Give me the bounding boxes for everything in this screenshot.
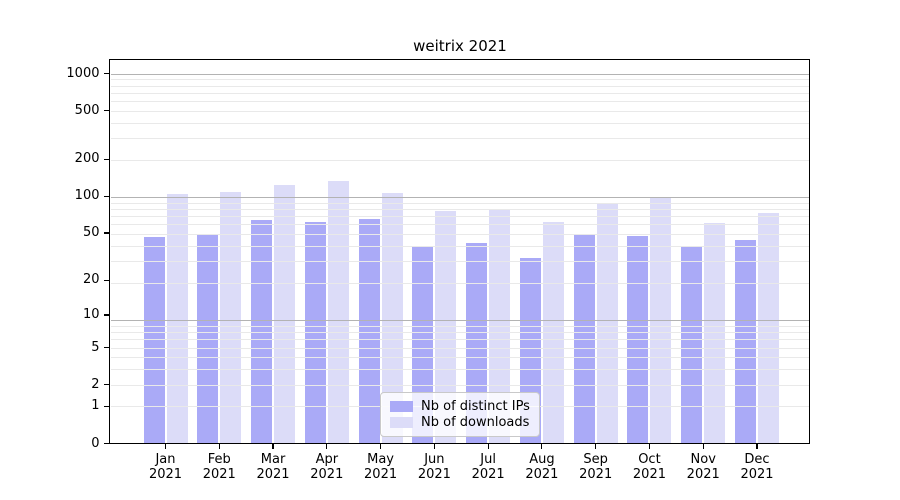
minor-gridline xyxy=(110,122,809,124)
x-tick-label-dec: Dec 2021 xyxy=(740,452,774,482)
bar-downloads-mar xyxy=(274,184,296,444)
x-axis-tick xyxy=(379,443,382,449)
y-axis-tick xyxy=(104,158,109,161)
minor-gridline xyxy=(110,384,809,386)
y-axis-tick xyxy=(104,442,109,445)
y-tick-label-50: 50 xyxy=(82,224,100,240)
x-axis-tick xyxy=(164,443,167,449)
y-axis-tick xyxy=(104,72,109,75)
y-axis-tick xyxy=(104,384,109,386)
minor-gridline xyxy=(110,325,809,327)
y-axis-tick xyxy=(104,314,109,316)
legend-item-distinct-ips: Nb of distinct IPs xyxy=(390,399,530,414)
bar-downloads-dec xyxy=(758,212,779,444)
y-axis-tick xyxy=(104,195,109,197)
bar-downloads-nov xyxy=(704,223,726,444)
y-tick-label-100: 100 xyxy=(74,188,100,204)
bar-distinct-ips-nov xyxy=(681,245,703,444)
legend: Nb of distinct IPs Nb of downloads xyxy=(380,392,540,437)
y-tick-label-1000: 1000 xyxy=(66,65,100,81)
minor-gridline xyxy=(110,202,809,204)
x-tick-label-oct: Oct 2021 xyxy=(632,452,666,482)
y-axis-tick xyxy=(104,405,109,407)
x-axis-tick xyxy=(487,443,489,449)
minor-gridline xyxy=(110,208,809,210)
x-axis-tick xyxy=(326,443,328,449)
minor-gridline xyxy=(110,245,809,247)
minor-gridline xyxy=(110,100,809,102)
chart-title: weitrix 2021 xyxy=(413,37,507,55)
minor-gridline xyxy=(110,110,809,112)
minor-gridline xyxy=(110,261,809,263)
minor-gridline xyxy=(110,159,809,161)
x-tick-label-apr: Apr 2021 xyxy=(310,452,344,482)
x-axis-tick xyxy=(756,443,758,449)
major-gridline xyxy=(110,73,809,75)
legend-label-downloads: Nb of downloads xyxy=(421,415,530,430)
major-gridline xyxy=(110,320,809,322)
x-tick-label-jul: Jul 2021 xyxy=(471,452,505,482)
y-tick-label-10: 10 xyxy=(82,307,100,323)
x-axis-tick xyxy=(595,443,597,449)
legend-item-downloads: Nb of downloads xyxy=(390,415,530,430)
y-tick-label-500: 500 xyxy=(74,102,100,118)
y-tick-label-2: 2 xyxy=(91,376,100,392)
minor-gridline xyxy=(110,347,809,349)
x-tick-label-nov: Nov 2021 xyxy=(686,452,720,482)
x-tick-label-aug: Aug 2021 xyxy=(525,452,559,482)
bar-downloads-apr xyxy=(327,181,349,444)
bar-downloads-may xyxy=(381,193,403,444)
x-tick-label-may: May 2021 xyxy=(364,452,398,482)
x-axis-tick xyxy=(433,443,435,449)
minor-gridline xyxy=(110,85,809,87)
legend-swatch-distinct-ips xyxy=(390,401,413,412)
bar-distinct-ips-jan xyxy=(143,237,165,444)
legend-swatch-downloads xyxy=(390,417,413,428)
y-tick-label-20: 20 xyxy=(82,272,100,288)
x-tick-label-feb: Feb 2021 xyxy=(202,452,236,482)
bar-distinct-ips-may xyxy=(358,219,380,444)
minor-gridline xyxy=(110,369,809,371)
x-axis-tick xyxy=(702,443,704,449)
minor-gridline xyxy=(110,332,809,334)
bar-distinct-ips-sep xyxy=(573,235,595,444)
minor-gridline xyxy=(110,283,809,285)
x-axis-tick xyxy=(648,443,651,449)
x-axis-tick xyxy=(218,443,220,449)
x-tick-label-sep: Sep 2021 xyxy=(579,452,613,482)
bar-distinct-ips-feb xyxy=(197,235,219,444)
minor-gridline xyxy=(110,92,809,94)
minor-gridline xyxy=(110,233,809,235)
x-axis-tick xyxy=(541,443,543,449)
y-tick-label-5: 5 xyxy=(91,339,100,355)
y-tick-label-1: 1 xyxy=(91,398,100,414)
bar-downloads-feb xyxy=(220,191,242,444)
y-axis-tick xyxy=(104,346,109,349)
minor-gridline xyxy=(110,79,809,81)
minor-gridline xyxy=(110,138,809,140)
major-gridline xyxy=(110,196,809,198)
minor-gridline xyxy=(110,224,809,226)
x-tick-label-jan: Jan 2021 xyxy=(148,452,183,482)
bar-downloads-sep xyxy=(596,203,618,444)
y-axis-tick xyxy=(104,279,109,282)
minor-gridline xyxy=(110,339,809,341)
minor-gridline xyxy=(110,357,809,359)
x-tick-label-jun: Jun 2021 xyxy=(417,452,451,482)
x-tick-label-mar: Mar 2021 xyxy=(256,452,290,482)
y-axis-tick xyxy=(104,109,109,112)
y-axis-tick xyxy=(104,232,109,234)
y-tick-label-0: 0 xyxy=(91,435,100,451)
minor-gridline xyxy=(110,215,809,217)
y-tick-label-200: 200 xyxy=(74,151,100,167)
bar-downloads-jan xyxy=(166,194,188,444)
legend-label-distinct-ips: Nb of distinct IPs xyxy=(421,399,530,414)
x-axis-tick xyxy=(272,443,274,449)
bar-distinct-ips-dec xyxy=(735,239,756,444)
bar-distinct-ips-mar xyxy=(251,219,273,444)
